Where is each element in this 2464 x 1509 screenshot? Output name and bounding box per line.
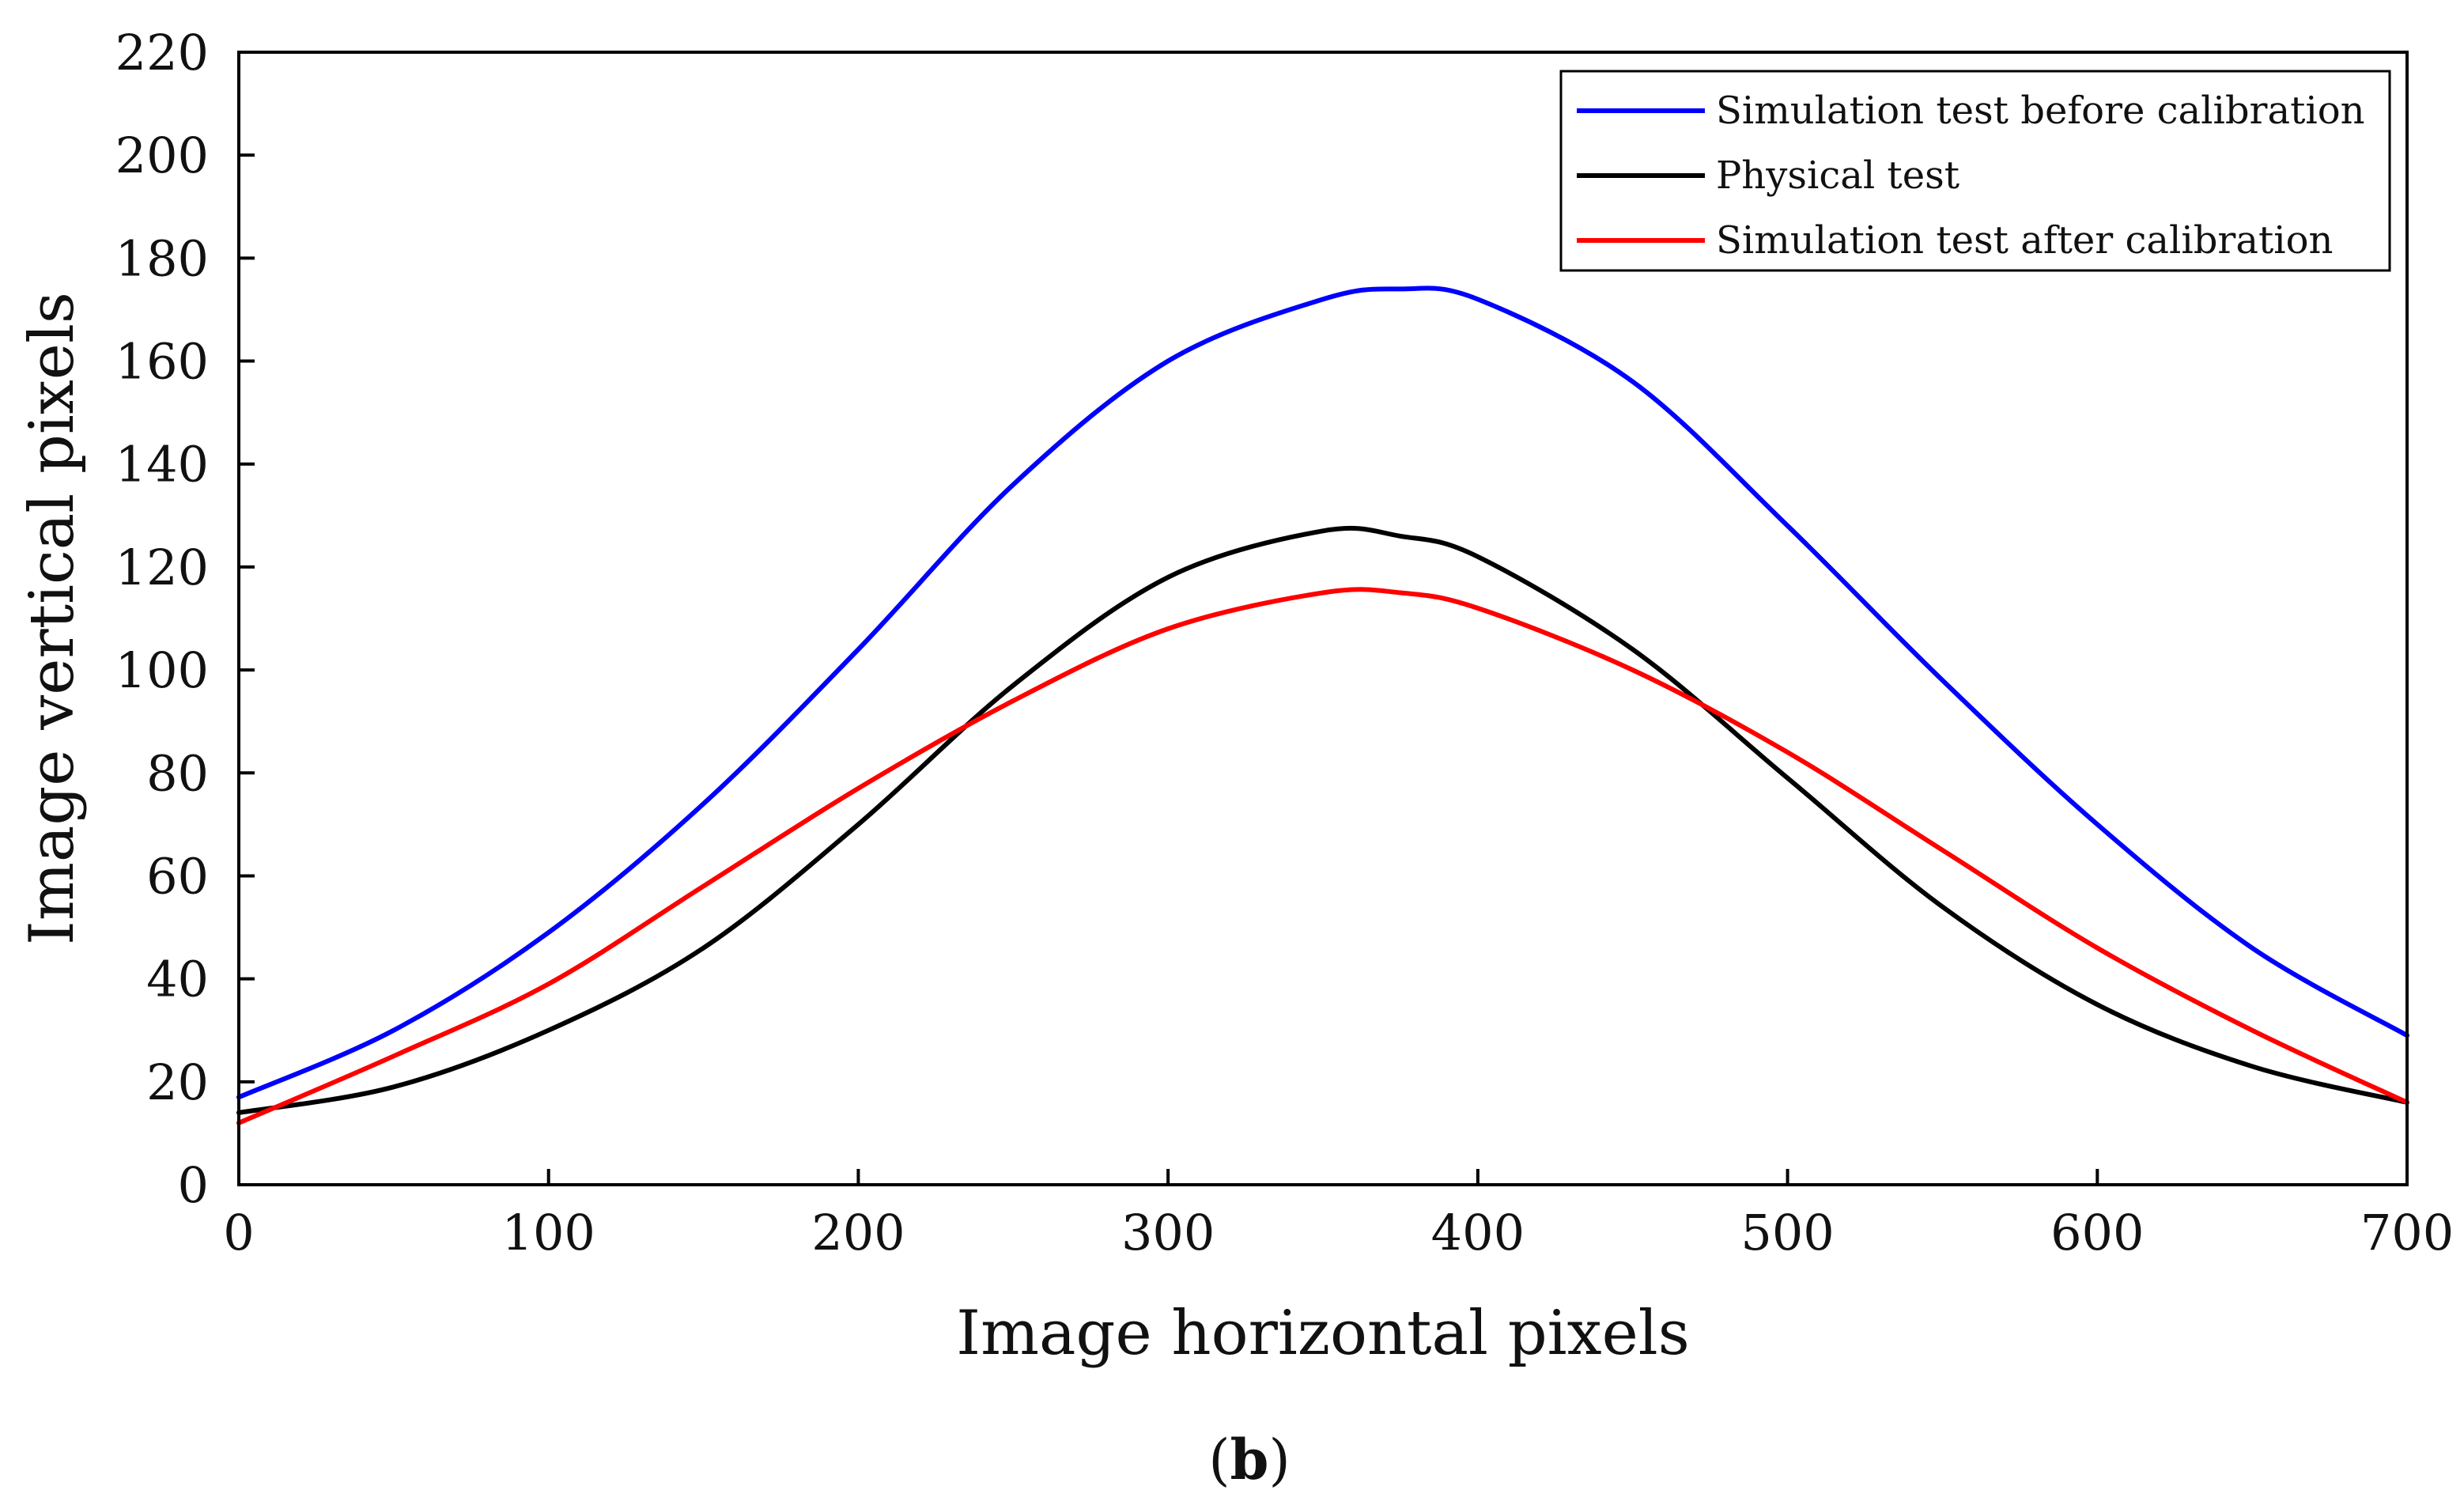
caption-close-paren: ) bbox=[1268, 1428, 1290, 1492]
y-tick-label: 40 bbox=[146, 951, 209, 1008]
y-tick-label: 140 bbox=[115, 436, 209, 494]
x-tick-label: 500 bbox=[1740, 1204, 1834, 1261]
legend-label-1: Simulation test before calibration bbox=[1716, 89, 2365, 133]
y-tick-label: 100 bbox=[115, 641, 209, 699]
y-tick-label: 160 bbox=[115, 333, 209, 391]
series-line-2 bbox=[236, 525, 2409, 1115]
legend-label-2: Physical test bbox=[1716, 153, 1959, 198]
legend-label-3: Simulation test after calibration bbox=[1716, 218, 2333, 263]
x-tick-label: 700 bbox=[2360, 1204, 2454, 1261]
legend-box bbox=[1559, 70, 2391, 272]
series-lines bbox=[236, 286, 2409, 1125]
y-tick-label: 20 bbox=[146, 1053, 209, 1111]
axis-ticks bbox=[237, 51, 2409, 1186]
y-tick-label: 0 bbox=[178, 1156, 209, 1214]
x-tick-label: 200 bbox=[811, 1204, 905, 1261]
figure-caption: (b) bbox=[1208, 1427, 1291, 1492]
x-tick-label: 100 bbox=[502, 1204, 595, 1261]
series-line-3 bbox=[236, 587, 2409, 1125]
x-axis-title: Image horizontal pixels bbox=[956, 1298, 1689, 1369]
x-tick-label: 0 bbox=[223, 1204, 254, 1261]
legend: Simulation test before calibration Physic… bbox=[1559, 70, 2391, 272]
x-tick-label: 300 bbox=[1121, 1204, 1215, 1261]
caption-open-paren: ( bbox=[1208, 1428, 1230, 1492]
y-tick-label: 60 bbox=[146, 847, 209, 905]
series-line-1 bbox=[236, 286, 2409, 1100]
y-tick-label: 120 bbox=[115, 539, 209, 596]
plot-frame bbox=[237, 51, 2409, 1186]
y-axis-title: Image vertical pixels bbox=[17, 292, 88, 945]
x-tick-label: 600 bbox=[2050, 1204, 2144, 1261]
x-tick-label: 400 bbox=[1431, 1204, 1525, 1261]
tick-labels: 0 100 200 300 400 500 600 700 0 20 40 60 80 100 120 140… bbox=[115, 24, 2455, 1261]
y-tick-label: 80 bbox=[146, 744, 209, 802]
y-tick-label: 180 bbox=[115, 229, 209, 287]
y-tick-label: 220 bbox=[115, 24, 209, 81]
caption-letter: b bbox=[1230, 1427, 1269, 1492]
y-tick-label: 200 bbox=[115, 127, 209, 184]
